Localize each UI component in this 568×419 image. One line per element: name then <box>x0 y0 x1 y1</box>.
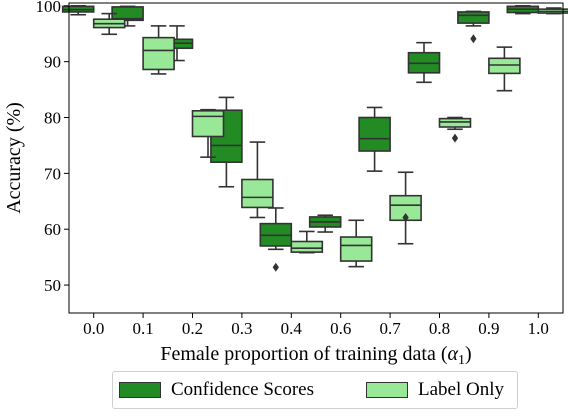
box-iqr <box>339 236 373 262</box>
box-iqr <box>488 57 521 75</box>
box-iqr <box>358 116 391 152</box>
box-label-only-0.0 <box>92 12 126 36</box>
x-axis-label-close: ) <box>465 343 472 365</box>
x-tick-label: 0.8 <box>429 319 450 338</box>
x-tick-label: 1.0 <box>528 319 549 338</box>
x-tick-label: 0.7 <box>379 319 401 338</box>
y-tick-label: 100 <box>36 0 62 16</box>
box-label-only-0.7 <box>389 171 422 245</box>
x-axis-label-text: Female proportion of training data ( <box>160 343 447 365</box>
outlier-marker <box>402 212 409 222</box>
legend-item-label-only: Label Only <box>365 379 504 401</box>
plot-frame <box>68 2 564 314</box>
box-iqr <box>191 110 225 138</box>
x-tick-label: 0.3 <box>231 319 252 338</box>
box-confidence-0.7 <box>358 106 391 172</box>
box-confidence-1.0 <box>506 4 540 15</box>
x-axis-label: Female proportion of training data (α1) <box>160 343 471 368</box>
box-confidence-0.4 <box>259 207 293 272</box>
box-iqr <box>457 11 490 24</box>
x-tick-label: 0.1 <box>132 319 153 338</box>
box-label-only-0.9 <box>488 46 521 92</box>
y-tick-label: 70 <box>44 164 61 183</box>
x-axis-label-symbol: α <box>447 343 458 365</box>
outlier-marker <box>470 34 477 44</box>
box-confidence-0.0 <box>61 4 95 16</box>
box-confidence-0.8 <box>407 41 441 84</box>
box-confidence-0.3 <box>210 96 243 188</box>
legend-label-confidence: Confidence Scores <box>171 379 314 400</box>
legend-swatch-label-only <box>365 382 408 398</box>
box-confidence-0.6 <box>308 214 342 233</box>
y-tick-label: 60 <box>44 220 61 239</box>
box-label-only-0.4 <box>290 230 324 254</box>
box-label-only-0.1 <box>142 25 175 75</box>
x-tick-label: 0.6 <box>330 319 351 338</box>
y-tick-label: 50 <box>44 276 61 295</box>
outlier-marker <box>272 262 279 272</box>
y-tick-label: 90 <box>44 53 61 72</box>
y-axis-label: Accuracy (%) <box>3 102 25 214</box>
legend-label-label-only: Label Only <box>417 379 504 400</box>
x-tick-label: 0.9 <box>478 319 499 338</box>
box-label-only-0.3 <box>241 141 274 219</box>
x-tick-label: 0.0 <box>83 319 104 338</box>
box-iqr <box>142 36 175 71</box>
box-label-only-0.6 <box>339 219 373 268</box>
legend: Confidence Scores Label Only <box>112 371 518 409</box>
box-label-only-1.0 <box>537 7 568 15</box>
legend-swatch-confidence <box>119 382 161 398</box>
x-tick-label: 0.4 <box>281 319 303 338</box>
box-iqr <box>241 178 274 209</box>
box-confidence-0.9 <box>457 10 490 44</box>
box-label-only-0.8 <box>438 116 472 143</box>
box-iqr <box>438 117 472 128</box>
outlier-marker <box>451 133 459 143</box>
legend-item-confidence: Confidence Scores <box>119 379 314 401</box>
y-tick-label: 80 <box>44 109 61 128</box>
box-iqr <box>290 240 324 253</box>
box-label-only-0.2 <box>191 108 225 158</box>
x-tick-label: 0.2 <box>182 319 203 338</box>
x-axis-label-subscript: 1 <box>458 353 465 368</box>
